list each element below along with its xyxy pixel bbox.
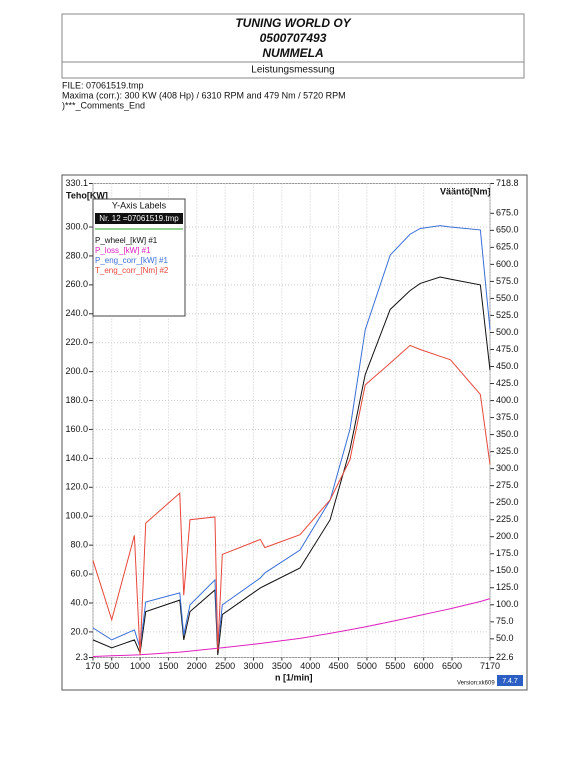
y-tick-label: 260.0 bbox=[65, 279, 88, 289]
x-tick-label: 4000 bbox=[300, 661, 320, 671]
comments-line: )***_Comments_End bbox=[62, 100, 145, 110]
x-tick-label: 2000 bbox=[187, 661, 207, 671]
y2-tick-label: 575.0 bbox=[496, 276, 519, 286]
city: NUMMELA bbox=[262, 46, 323, 60]
x-tick-label: 1500 bbox=[158, 661, 178, 671]
y-tick-label: 200.0 bbox=[65, 366, 88, 376]
legend-entry: P_wheel_[kW] #1 bbox=[95, 236, 158, 245]
y2-tick-label: 475.0 bbox=[496, 344, 519, 354]
y-tick-label: 20.0 bbox=[70, 626, 88, 636]
file-line: FILE: 07061519.tmp bbox=[62, 80, 144, 90]
y2-tick-label: 75.0 bbox=[496, 616, 514, 626]
x-tick-label: 4500 bbox=[329, 661, 349, 671]
y-tick-label: 330.1 bbox=[65, 178, 88, 188]
y2-tick-label: 350.0 bbox=[496, 429, 519, 439]
y2-tick-label: 450.0 bbox=[496, 361, 519, 371]
y-tick-label: 2.3 bbox=[75, 652, 88, 662]
y2-tick-label: 200.0 bbox=[496, 531, 519, 541]
y2-tick-label: 175.0 bbox=[496, 548, 519, 558]
x-tick-label: 6000 bbox=[414, 661, 434, 671]
y2-tick-label: 425.0 bbox=[496, 378, 519, 388]
y-tick-label: 120.0 bbox=[65, 482, 88, 492]
y2-tick-label: 150.0 bbox=[496, 565, 519, 575]
y2-tick-label: 225.0 bbox=[496, 514, 519, 524]
y-tick-label: 40.0 bbox=[70, 597, 88, 607]
y2-tick-label: 600.0 bbox=[496, 259, 519, 269]
x-tick-label: 7170 bbox=[480, 661, 500, 671]
legend-entry: P_loss_[kW] #1 bbox=[95, 246, 151, 255]
x-axis-title: n [1/min] bbox=[275, 672, 313, 682]
y-tick-label: 140.0 bbox=[65, 453, 88, 463]
y2-tick-label: 718.8 bbox=[496, 178, 519, 188]
x-tick-label: 5500 bbox=[385, 661, 405, 671]
y-tick-label: 60.0 bbox=[70, 568, 88, 578]
y2-axis-title: Vääntö[Nm] bbox=[440, 186, 491, 196]
y2-tick-label: 500.0 bbox=[496, 327, 519, 337]
y-tick-label: 240.0 bbox=[65, 308, 88, 318]
x-tick-label: 3500 bbox=[272, 661, 292, 671]
legend: Y-Axis Labels Nr. 12 =07061519.tmp P_whe… bbox=[92, 198, 186, 317]
legend-bar bbox=[95, 213, 183, 224]
y2-tick-label: 375.0 bbox=[496, 412, 519, 422]
x-tick-label: 500 bbox=[104, 661, 119, 671]
x-tick-label: 2500 bbox=[215, 661, 235, 671]
y2-tick-label: 50.0 bbox=[496, 633, 514, 643]
y2-tick-label: 400.0 bbox=[496, 395, 519, 405]
badge-box bbox=[497, 675, 523, 686]
y-tick-label: 100.0 bbox=[65, 511, 88, 521]
y2-tick-label: 250.0 bbox=[496, 497, 519, 507]
y2-tick-label: 625.0 bbox=[496, 242, 519, 252]
x-tick-label: 170 bbox=[85, 661, 100, 671]
series-line bbox=[92, 344, 491, 656]
y-tick-label: 160.0 bbox=[65, 424, 88, 434]
company: TUNING WORLD OY bbox=[235, 16, 351, 30]
y-tick-label: 280.0 bbox=[65, 250, 88, 260]
legend-entry: P_eng_corr_[kW] #1 bbox=[95, 256, 168, 265]
y-tick-label: 220.0 bbox=[65, 337, 88, 347]
y2-tick-label: 275.0 bbox=[496, 480, 519, 490]
header-box bbox=[61, 13, 525, 79]
series-line bbox=[92, 276, 491, 656]
y2-tick-label: 525.0 bbox=[496, 310, 519, 320]
maxima-line: Maxima (corr.): 300 KW (408 Hp) / 6310 R… bbox=[62, 90, 346, 100]
y-tick-label: 180.0 bbox=[65, 395, 88, 405]
y2-tick-label: 22.6 bbox=[496, 652, 514, 662]
y2-tick-label: 300.0 bbox=[496, 463, 519, 473]
x-tick-label: 6500 bbox=[442, 661, 462, 671]
version: Version:xk609 bbox=[457, 681, 495, 687]
plot: 2.3 20.0 40.0 60.0 80.0 100.0 120.0 140.0 160.0 1… bbox=[65, 178, 518, 671]
x-tick-label: 5000 bbox=[357, 661, 377, 671]
y2-tick-label: 125.0 bbox=[496, 582, 519, 592]
legend-subtitle: Nr. 12 =07061519.tmp bbox=[99, 214, 179, 223]
x-tick-label: 1000 bbox=[130, 661, 150, 671]
phone: 0500707493 bbox=[260, 31, 327, 45]
y-tick-label: 300.0 bbox=[65, 221, 88, 231]
badge: 7.4.7 bbox=[502, 678, 518, 685]
series-line bbox=[92, 598, 491, 657]
y2-tick-label: 100.0 bbox=[496, 599, 519, 609]
y-tick-label: 80.0 bbox=[70, 540, 88, 550]
subtitle: Leistungsmessung bbox=[251, 65, 334, 76]
legend-title: Y-Axis Labels bbox=[112, 200, 167, 210]
y2-tick-label: 650.0 bbox=[496, 225, 519, 235]
legend-entry: T_eng_corr_[Nm] #2 bbox=[95, 266, 169, 275]
y2-tick-label: 325.0 bbox=[496, 446, 519, 456]
y2-tick-label: 675.0 bbox=[496, 208, 519, 218]
series-line bbox=[92, 225, 491, 649]
y-axis-title: Teho[KW] bbox=[66, 190, 108, 200]
y2-tick-label: 550.0 bbox=[496, 293, 519, 303]
chart-frame bbox=[61, 174, 528, 691]
x-tick-label: 3000 bbox=[243, 661, 263, 671]
